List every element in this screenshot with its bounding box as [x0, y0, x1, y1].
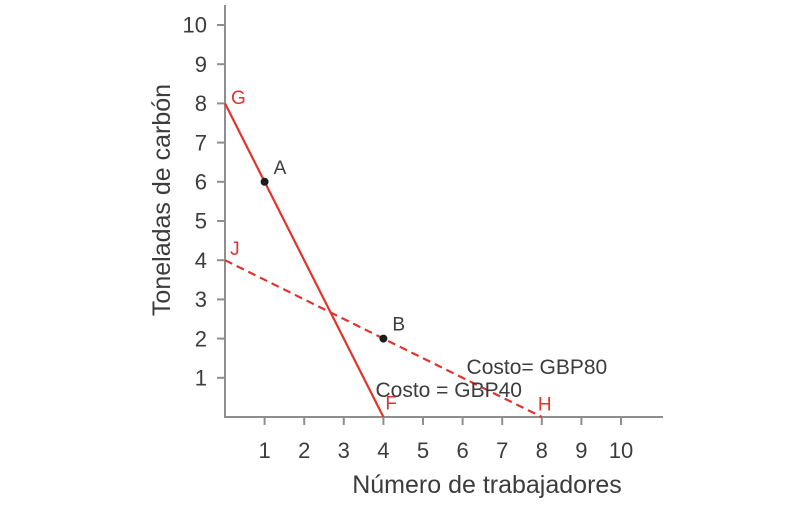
line-isocost-GBP40 [224, 102, 385, 418]
x-tick-label: 1 [258, 438, 270, 463]
x-tick-label: 5 [417, 438, 429, 463]
endpoint-label-F: F [385, 394, 397, 415]
y-axis-title: Toneladas de carbón [148, 84, 176, 316]
point-label-A: A [274, 158, 287, 179]
endpoint-label-J: J [230, 239, 240, 260]
x-tick-label: 6 [456, 438, 468, 463]
x-tick-label: 2 [298, 438, 310, 463]
y-tick-label: 7 [195, 130, 207, 155]
y-tick-label: 5 [195, 209, 207, 234]
y-tick-label: 2 [195, 326, 207, 351]
point-label-B: B [392, 315, 405, 336]
chart-generated-layer: 1 2 3 4 5 6 7 8 9 10 1 2 3 4 5 6 7 8 9 10 G F J H Costo = GBP40C… [183, 5, 663, 463]
y-tick-label: 6 [195, 170, 207, 195]
x-tick-label: 7 [496, 438, 508, 463]
y-tick-label: 1 [195, 366, 207, 391]
x-tick-label: 4 [377, 438, 389, 463]
y-tick-label: 8 [195, 91, 207, 116]
point-A [260, 177, 269, 186]
x-axis-title: Número de trabajadores [352, 471, 622, 499]
endpoint-label-H: H [538, 395, 552, 416]
y-tick-label: 9 [195, 52, 207, 77]
y-tick-label: 3 [195, 287, 207, 312]
annotation-costo-gbp40: Costo = GBP40 [375, 379, 521, 402]
y-tick-label: 10 [183, 13, 207, 38]
x-tick-label: 8 [536, 438, 548, 463]
point-B [379, 334, 388, 343]
annotation-costo-gbp80: Costo= GBP80 [467, 356, 608, 379]
endpoint-label-G: G [231, 88, 246, 109]
x-tick-label: 3 [338, 438, 350, 463]
y-tick-label: 4 [195, 248, 207, 273]
x-tick-label: 10 [609, 438, 633, 463]
x-tick-label: 9 [575, 438, 587, 463]
